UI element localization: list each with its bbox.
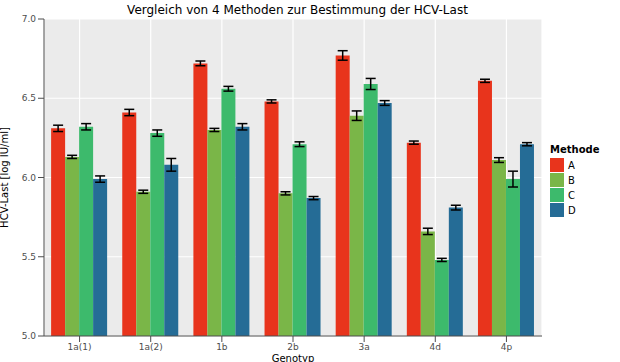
svg-text:6.5: 6.5 <box>22 93 36 103</box>
html-text:D: D <box>568 204 576 216</box>
svg-text:5.5: 5.5 <box>22 252 36 262</box>
html-text:Vergleich von 4 Methoden zur B: Vergleich von 4 Methoden zur Bestimmung … <box>127 3 468 17</box>
svg-text:1a(1): 1a(1) <box>68 342 92 352</box>
svg-text:1a(2): 1a(2) <box>139 342 163 352</box>
svg-text:HCV-Last [log IU/ml]: HCV-Last [log IU/ml] <box>8 127 10 228</box>
svg-text:7.0: 7.0 <box>22 14 37 24</box>
html-text:B: B <box>568 174 575 186</box>
html-text:C: C <box>568 189 575 201</box>
svg-text:2b: 2b <box>287 342 299 352</box>
html-text:Methode: Methode <box>550 144 600 155</box>
svg-text:5.0: 5.0 <box>22 331 37 341</box>
svg-text:6.0: 6.0 <box>22 173 37 183</box>
svg-text:4d: 4d <box>430 342 441 352</box>
svg-text:Genotyp: Genotyp <box>272 353 315 362</box>
svg-text:1b: 1b <box>216 342 228 352</box>
svg-text:3a: 3a <box>359 342 370 352</box>
svg-text:4p: 4p <box>501 342 513 352</box>
html-text:A: A <box>568 159 575 171</box>
